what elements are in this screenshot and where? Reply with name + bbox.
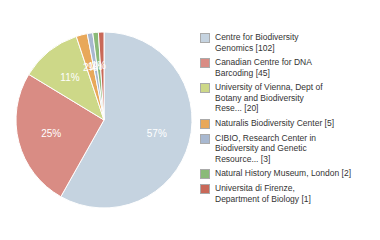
html-text:CIBIO, Research Center in Biod: CIBIO, Research Center in Biodiversity a… [215,132,317,164]
html-text:Universita di Firenze, Departm: Universita di Firenze, Department of Bio… [215,183,311,204]
svg-text:25%: 25% [41,128,61,139]
html-text:Canadian Centre for DNA Barcod: Canadian Centre for DNA Barcoding [45] [215,57,312,78]
svg-text:11%: 11% [60,72,79,83]
svg-text:1%: 1% [92,60,107,71]
html-text:University of Vienna, Dept of: University of Vienna, Dept of Botany and… [215,82,323,113]
html-text:Centre for Biodiversity Genomi: Centre for Biodiversity Genomics [102] [215,32,299,53]
html-text:Naturalis Biodiversity Center: Naturalis Biodiversity Center [5] [215,117,334,128]
svg-text:57%: 57% [147,128,167,139]
html-text:Natural History Museum, London: Natural History Museum, London [2] [215,168,352,178]
